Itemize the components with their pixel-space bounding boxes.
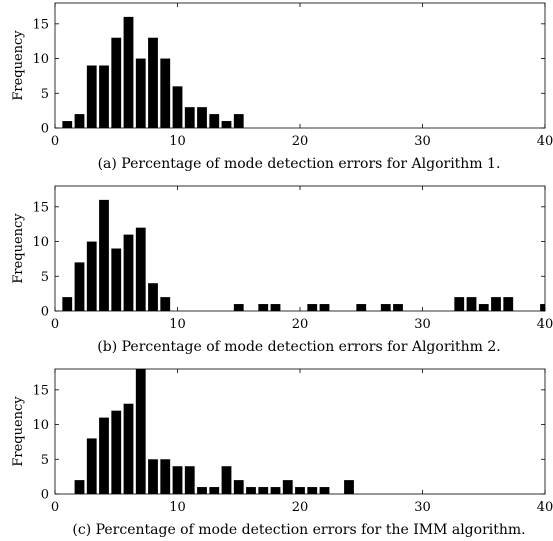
bar: [270, 304, 281, 311]
bar: [99, 199, 109, 311]
panel-c: 0 10 20 30 40 0 5 10 15 Frequency (c) Percentage o…: [11, 368, 553, 538]
x-tick-label: 30: [414, 317, 431, 332]
bar: [172, 466, 183, 494]
bar: [148, 283, 158, 311]
panel-caption: (c) Percentage of mode detection errors …: [72, 522, 525, 538]
bar: [135, 227, 146, 311]
y-tick-label: 0: [41, 488, 49, 503]
y-axis-label: Frequency: [11, 396, 26, 467]
x-tick-label: 40: [537, 317, 553, 332]
x-tick-label: 0: [51, 317, 59, 332]
y-tick-label: 10: [32, 418, 49, 433]
bar: [233, 304, 244, 311]
bar: [74, 114, 85, 128]
y-tick-label: 0: [41, 305, 49, 320]
bar: [319, 487, 330, 494]
bar: [111, 410, 122, 494]
x-tick-label: 30: [414, 500, 431, 515]
bar: [478, 304, 489, 311]
bar: [172, 86, 183, 128]
x-tick-label: 30: [414, 134, 431, 149]
bar: [160, 459, 171, 494]
y-tick-label: 10: [32, 52, 49, 67]
y-tick-label: 5: [41, 87, 49, 102]
bar: [86, 438, 97, 494]
bar: [454, 297, 465, 311]
bar: [258, 487, 269, 494]
bar: [233, 480, 244, 494]
y-tick-label: 15: [32, 17, 49, 32]
bar: [319, 304, 330, 311]
bar: [111, 248, 122, 311]
bar: [197, 107, 207, 128]
bar: [221, 466, 232, 494]
bar: [380, 304, 391, 311]
bar: [356, 304, 367, 311]
bar: [62, 297, 73, 311]
bar: [307, 487, 318, 494]
x-tick-label: 0: [51, 134, 59, 149]
bar: [184, 107, 195, 128]
bar: [135, 369, 146, 494]
bar: [86, 241, 97, 311]
x-tick-label: 10: [169, 500, 186, 515]
bar: [74, 262, 85, 311]
bar: [233, 114, 244, 128]
y-tick-label: 5: [41, 270, 49, 285]
x-tick-label: 10: [169, 317, 186, 332]
panel-b: 0 10 20 30 40 0 5 10 15 Frequency (b) Percentage o…: [11, 185, 553, 355]
y-tick-label: 0: [41, 122, 49, 137]
bar: [246, 487, 256, 494]
bar: [221, 121, 232, 128]
y-tick-label: 15: [32, 200, 49, 215]
bar: [135, 58, 146, 128]
x-tick-label: 0: [51, 500, 59, 515]
bar: [540, 304, 545, 311]
bar: [307, 304, 318, 311]
bar: [148, 459, 158, 494]
bar: [99, 65, 109, 128]
panel-caption: (b) Percentage of mode detection errors …: [97, 339, 500, 355]
bar: [111, 37, 122, 128]
x-tick-label: 20: [292, 500, 309, 515]
bar: [123, 403, 134, 494]
panel-caption: (a) Percentage of mode detection errors …: [98, 156, 501, 172]
bar: [344, 480, 354, 494]
x-tick-label: 10: [169, 134, 186, 149]
bar: [466, 297, 477, 311]
y-axis-label: Frequency: [11, 30, 26, 101]
bar: [282, 480, 293, 494]
bar: [148, 37, 158, 128]
y-tick-label: 5: [41, 453, 49, 468]
bar: [62, 121, 73, 128]
bar: [197, 487, 207, 494]
bar: [491, 297, 501, 311]
bar: [123, 16, 134, 129]
y-tick-label: 15: [32, 383, 49, 398]
bar: [184, 466, 195, 494]
bar: [123, 234, 134, 311]
x-tick-label: 20: [292, 317, 309, 332]
bar: [209, 487, 220, 494]
bar: [99, 417, 109, 494]
bar: [270, 487, 281, 494]
bar: [86, 65, 97, 128]
y-axis-label: Frequency: [11, 213, 26, 284]
bar: [209, 114, 220, 128]
panel-a: 0 10 20 30 40 0 5 10 15 Frequency (a) Percentage o…: [11, 2, 553, 172]
bar: [503, 297, 514, 311]
bar: [258, 304, 269, 311]
bar: [160, 297, 171, 311]
bar: [74, 480, 85, 494]
x-tick-label: 40: [537, 500, 553, 515]
x-tick-label: 40: [537, 134, 553, 149]
x-tick-label: 20: [292, 134, 309, 149]
bar: [393, 304, 403, 311]
bar: [160, 58, 171, 128]
y-tick-label: 10: [32, 235, 49, 250]
